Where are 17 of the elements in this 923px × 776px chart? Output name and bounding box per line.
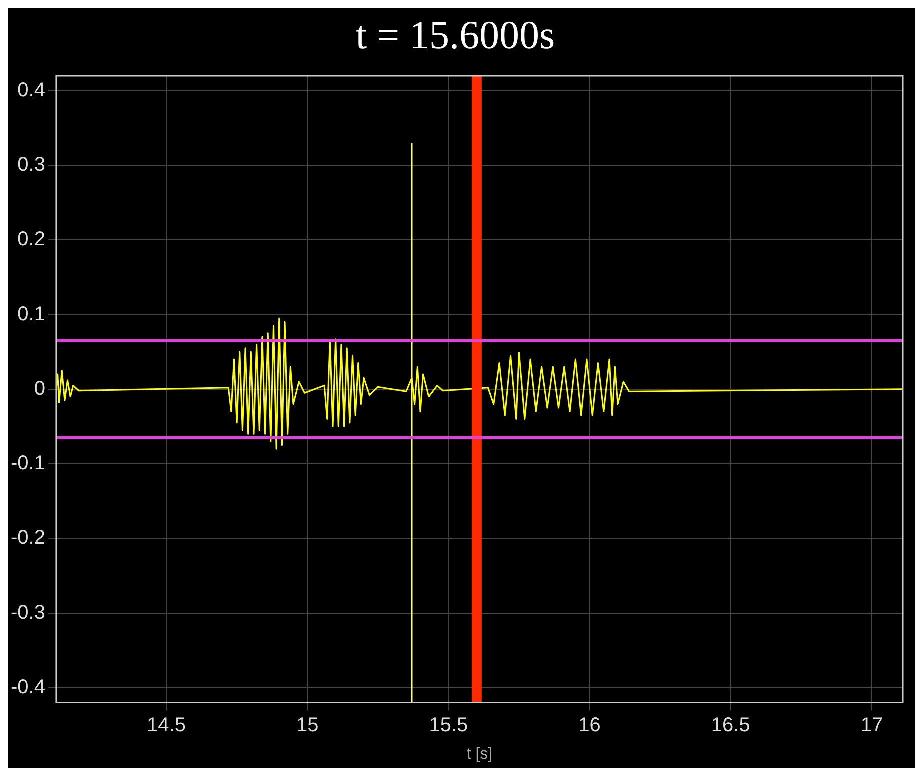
y-tick-label: -0.3 <box>10 602 46 624</box>
y-tick-label: -0.2 <box>10 527 46 550</box>
y-tick-label: 0.4 <box>18 79 46 102</box>
x-tick-label: 14.5 <box>147 714 186 736</box>
x-axis-title: t [s] <box>466 746 493 763</box>
chart-title: t = 15.6000s <box>356 12 556 58</box>
x-tick-label: 17 <box>860 714 884 736</box>
x-tick-label: 16 <box>578 714 601 736</box>
x-tick-label: 16.5 <box>711 714 750 736</box>
y-tick-label: 0.2 <box>18 228 46 251</box>
y-tick-label: -0.4 <box>10 676 46 698</box>
y-tick-label: 0 <box>34 378 46 400</box>
y-tick-label: 0.1 <box>18 303 46 326</box>
x-tick-label: 15.5 <box>429 714 468 736</box>
y-tick-label: 0.3 <box>18 154 46 176</box>
y-tick-label: -0.1 <box>10 452 46 475</box>
x-tick-label: 15 <box>296 714 319 736</box>
